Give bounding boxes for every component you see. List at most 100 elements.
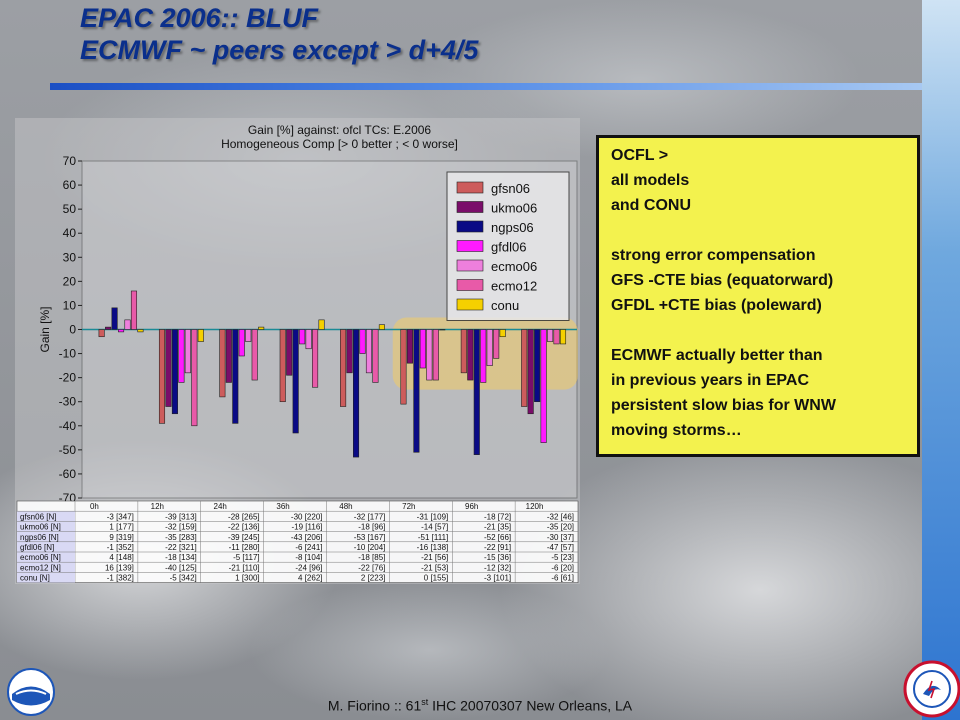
table-cell: -39 [245] — [228, 533, 260, 542]
slide-title: EPAC 2006:: BLUF ECMWF ~ peers except > … — [80, 2, 478, 66]
legend-swatch-ukmo06 — [456, 201, 484, 213]
table-cell: -14 [57] — [421, 523, 448, 532]
bar-ngps06 — [111, 307, 118, 330]
y-axis-label: Gain [%] — [38, 306, 52, 352]
y-tick-label: 70 — [63, 154, 77, 168]
y-tick-label: 50 — [63, 202, 77, 216]
table-row-label-bg — [17, 562, 75, 573]
legend-label-gfsn06: gfsn06 — [491, 181, 530, 196]
table-header-cell: 0h — [90, 502, 99, 511]
table-cell: 16 [139] — [105, 563, 134, 572]
bar-ecmo12 — [130, 290, 138, 330]
nws-logo — [903, 660, 960, 718]
table-row-label-bg — [17, 572, 75, 583]
bar-ecmo12 — [432, 329, 439, 381]
table-cell: -22 [136] — [228, 523, 260, 532]
table-cell: -47 [57] — [547, 543, 574, 552]
table-cell: -18 [72] — [484, 512, 511, 521]
table-cell: -1 [352] — [107, 543, 134, 552]
table-cell: -32 [46] — [547, 512, 574, 521]
bar-ecmo06 — [245, 329, 252, 342]
table-cell: -22 [76] — [358, 563, 385, 572]
bar-ngps06 — [292, 329, 299, 434]
table-cell: 0 [155] — [424, 574, 448, 583]
legend-swatch-ecmo12 — [456, 279, 484, 291]
bar-gfsn06 — [279, 329, 286, 403]
table-cell: -5 [342] — [170, 574, 197, 583]
table-cell: -6 [20] — [551, 563, 574, 572]
bar-gfdl06 — [419, 329, 426, 369]
y-tick-label: -40 — [59, 419, 77, 433]
bar-conu — [439, 329, 446, 331]
table-cell: -15 [36] — [484, 553, 511, 562]
bar-conu — [559, 329, 567, 345]
bar-conu — [318, 319, 325, 330]
bar-conu — [258, 326, 265, 330]
table-cell: -52 [66] — [484, 533, 511, 542]
table-row-label-bg — [17, 552, 75, 563]
footer-name: M. Fiorino :: 61 — [327, 697, 422, 714]
bar-ngps06 — [534, 329, 541, 403]
table-header-cell: 36h — [276, 502, 289, 511]
y-tick-label: -50 — [59, 443, 77, 457]
bar-ukmo06 — [527, 329, 534, 415]
bar-conu — [197, 329, 204, 342]
table-cell: 1 [177] — [109, 523, 133, 532]
bar-ngps06 — [232, 329, 239, 424]
legend-label-ngps06: ngps06 — [491, 220, 534, 235]
legend-label-conu: conu — [491, 298, 519, 313]
legend-swatch-conu — [456, 298, 484, 311]
table-cell: 4 [262] — [298, 574, 322, 583]
table-cell: -31 [109] — [417, 512, 449, 521]
bar-ecmo06 — [547, 329, 554, 342]
table-cell: -30 [220] — [291, 512, 323, 521]
footer-superscript: st — [421, 697, 429, 707]
table-row-label: ukmo06 [N] — [20, 523, 61, 532]
legend-label-gfdl06: gfdl06 — [491, 240, 526, 255]
bar-conu — [499, 329, 506, 338]
table-cell: -18 [96] — [358, 523, 385, 532]
chart-subtitle: Homogeneous Comp [> 0 better ; < 0 worse… — [221, 137, 458, 151]
bar-gfdl06 — [359, 329, 366, 354]
table-cell: -19 [116] — [292, 523, 323, 532]
legend-label-ecmo06: ecmo06 — [491, 259, 537, 274]
table-cell: -35 [20] — [547, 523, 574, 532]
note-line: in previous years in EPAC — [611, 372, 809, 389]
table-row-label-bg — [17, 511, 75, 522]
table-row-label-bg — [17, 541, 75, 552]
bar-gfsn06 — [219, 329, 226, 398]
chart-panel: Gain [%] against: ofcl TCs: E.2006 Homoge… — [15, 118, 580, 584]
bar-gfsn06 — [400, 329, 407, 405]
bar-conu — [137, 329, 144, 333]
table-cell: -6 [61] — [551, 574, 574, 583]
bar-gfdl06 — [299, 329, 306, 345]
table-header-cell: 96h — [465, 502, 478, 511]
table-row-label: ngps06 [N] — [20, 533, 59, 542]
bar-ukmo06 — [406, 329, 413, 364]
bar-ngps06 — [413, 329, 420, 453]
table-row-label: conu [N] — [20, 574, 50, 583]
table-cell: -53 [167] — [354, 533, 386, 542]
title-line-1: EPAC 2006:: BLUF — [80, 3, 319, 33]
table-header-cell: 120h — [526, 502, 544, 511]
table-cell: -12 [32] — [484, 563, 511, 572]
title-underline — [50, 83, 922, 90]
table-cell: 9 [319] — [109, 533, 133, 542]
table-cell: -35 [283] — [165, 533, 197, 542]
y-tick-label: -20 — [59, 371, 77, 385]
bar-ecmo12 — [312, 329, 319, 388]
bar-ukmo06 — [286, 329, 293, 376]
table-header-cell: 72h — [402, 502, 415, 511]
table-cell: -5 [117] — [233, 553, 260, 562]
table-cell: 1 [300] — [235, 574, 259, 583]
legend-swatch-gfdl06 — [456, 240, 484, 252]
table-cell: -21 [35] — [484, 523, 511, 532]
table-row-label: gfdl06 [N] — [20, 543, 54, 552]
note-line: ECMWF actually better than — [611, 347, 823, 364]
table-cell: -32 [159] — [165, 523, 197, 532]
table-cell: 4 [148] — [109, 553, 133, 562]
bar-ukmo06 — [165, 329, 172, 407]
table-cell: -21 [110] — [229, 563, 260, 572]
legend-label-ukmo06: ukmo06 — [491, 201, 537, 216]
